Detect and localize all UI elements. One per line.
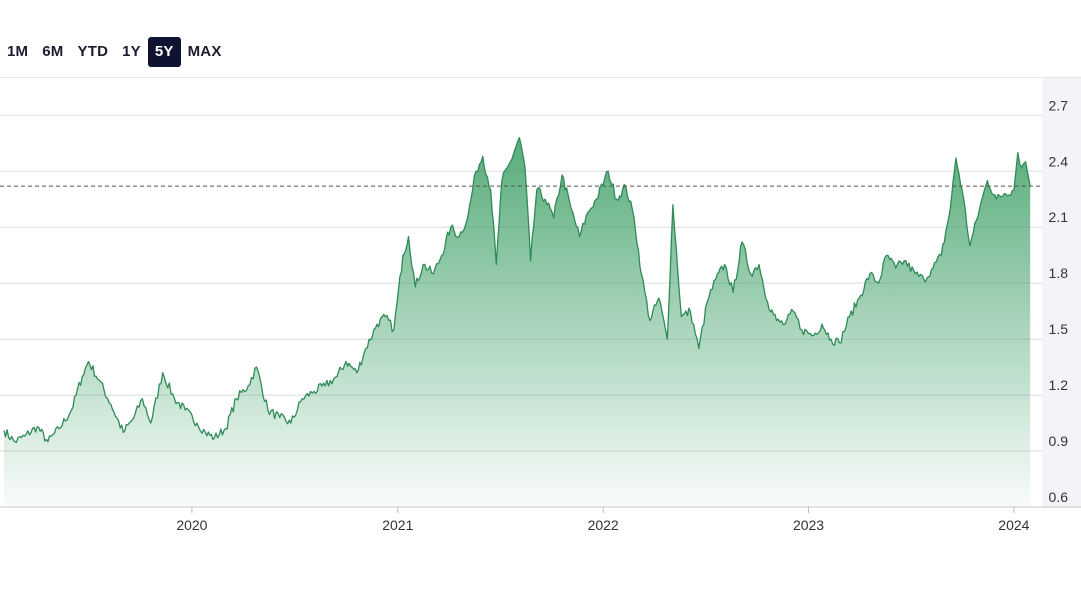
range-button-1m[interactable]: 1M bbox=[7, 43, 29, 60]
y-tick-label: 2.7 bbox=[1049, 97, 1069, 113]
y-tick-label: 1.5 bbox=[1049, 321, 1069, 337]
range-button-1y[interactable]: 1Y bbox=[122, 43, 141, 60]
range-button-max[interactable]: MAX bbox=[187, 43, 222, 60]
range-button-ytd[interactable]: YTD bbox=[77, 43, 109, 60]
area-series bbox=[3, 137, 1031, 507]
y-tick-label: 1.8 bbox=[1049, 265, 1069, 281]
y-tick-label: 1.2 bbox=[1049, 377, 1069, 393]
x-tick-label: 2024 bbox=[998, 517, 1029, 533]
y-tick-label: 2.1 bbox=[1049, 209, 1069, 225]
y-tick-label: 0.6 bbox=[1049, 489, 1069, 505]
x-tick-label: 2021 bbox=[382, 517, 413, 533]
x-tick-label: 2022 bbox=[588, 517, 619, 533]
area-fill bbox=[4, 137, 1031, 507]
plot-top-border bbox=[0, 77, 1081, 78]
price-line bbox=[3, 137, 1031, 444]
y-tick-label: 0.9 bbox=[1049, 433, 1069, 449]
range-button-6m[interactable]: 6M bbox=[42, 43, 64, 60]
y-tick-label: 2.4 bbox=[1049, 153, 1069, 169]
x-tick-label: 2020 bbox=[176, 517, 207, 533]
y-axis-panel bbox=[1042, 78, 1081, 508]
x-axis: 2020 2021 2022 2023 2024 bbox=[176, 507, 1030, 533]
x-tick-label: 2023 bbox=[793, 517, 824, 533]
time-range-selector: 1M 6M YTD 1Y 5Y MAX bbox=[0, 36, 229, 68]
range-button-5y[interactable]: 5Y bbox=[147, 37, 181, 67]
y-axis: 0.6 0.9 1.2 1.5 1.8 2.1 2.4 2.7 bbox=[1049, 97, 1069, 505]
